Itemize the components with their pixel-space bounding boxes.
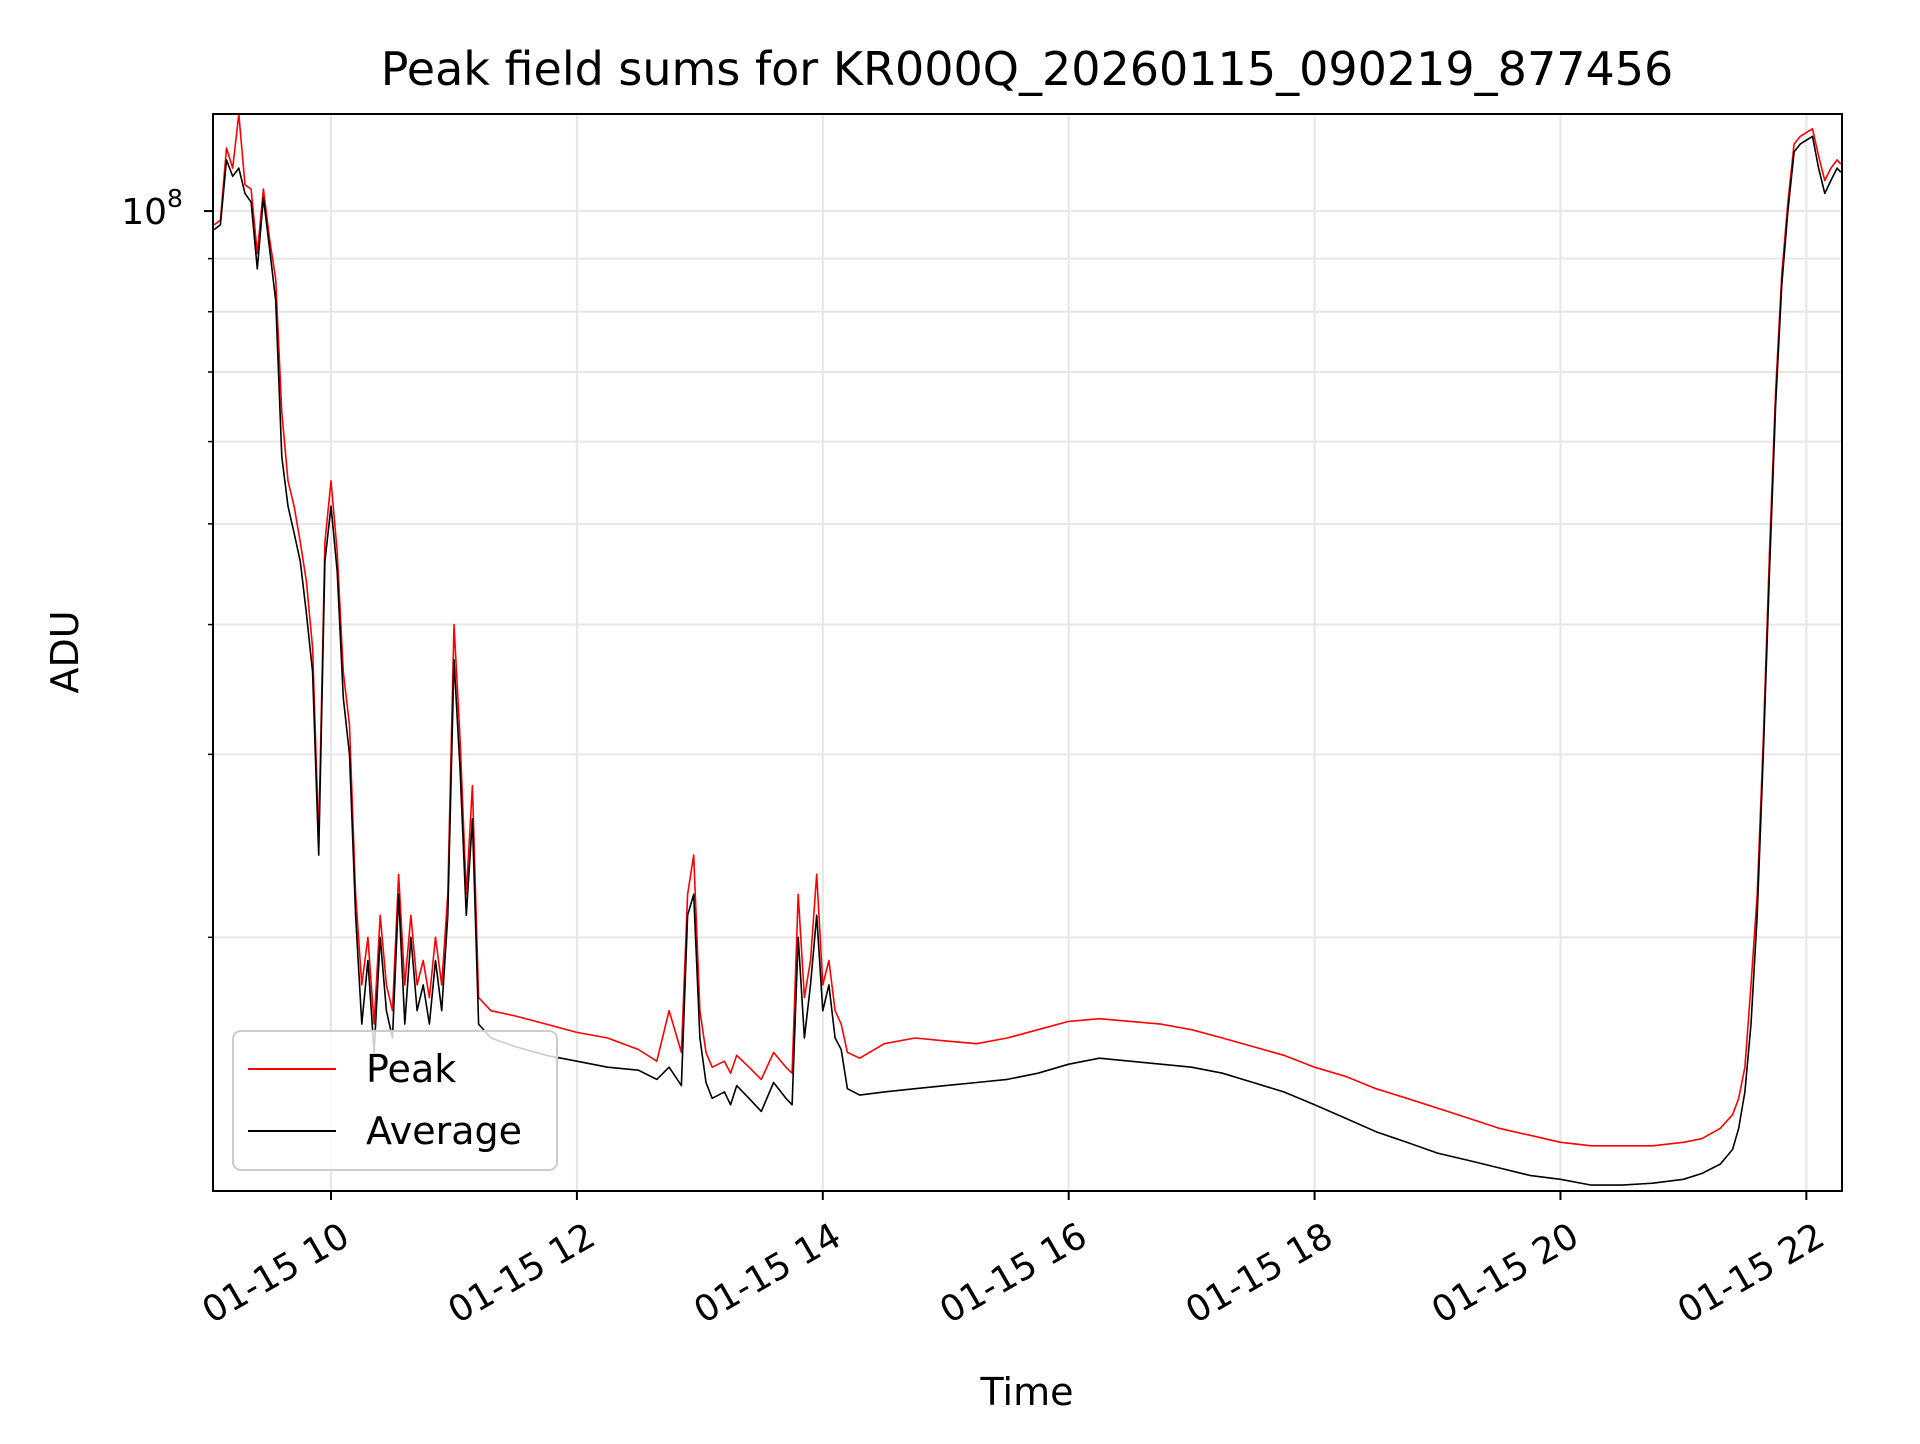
grid (213, 114, 1842, 1191)
legend-box (232, 1030, 558, 1171)
chart-title: Peak field sums for KR000Q_20260115_0902… (381, 42, 1674, 96)
series-line-average (213, 135, 1842, 1186)
legend-label-peak: Peak (366, 1047, 456, 1091)
x-axis-label: Time (980, 1370, 1074, 1414)
series-group (213, 114, 1842, 1186)
legend-label-average: Average (366, 1109, 522, 1153)
plot-frame (212, 113, 1843, 1192)
y-tick-label-exponent: 8 (167, 184, 183, 213)
y-axis-label: ADU (43, 610, 87, 693)
series-line-peak (213, 114, 1842, 1147)
y-tick-label-base: 10 (121, 192, 167, 233)
legend[interactable]: Peak Average (232, 1030, 558, 1171)
